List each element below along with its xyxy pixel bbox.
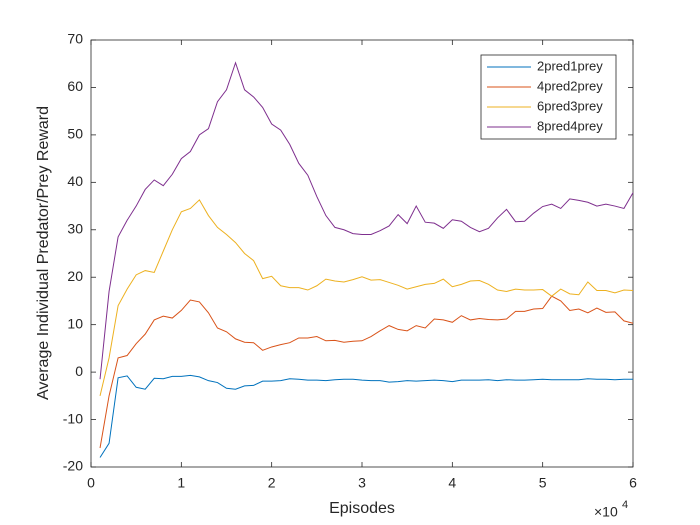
y-tick-label: 0 (75, 363, 83, 379)
x-exponent-power: 4 (622, 499, 628, 511)
x-exponent-base: ×10 (594, 504, 618, 520)
y-tick-label: 20 (67, 268, 83, 284)
y-tick-label: -20 (63, 458, 83, 474)
series-line (99, 374, 633, 458)
legend-box (480, 54, 617, 140)
x-tick-label: 0 (87, 475, 95, 491)
x-tick-label: 3 (358, 475, 366, 491)
x-tick-label: 2 (268, 475, 276, 491)
y-tick-label: 70 (67, 31, 83, 47)
x-tick-label: 4 (448, 475, 456, 491)
y-axis-label: Average Individual Predator/Prey Reward (35, 106, 52, 400)
x-tick-label: 6 (629, 475, 637, 491)
series-line (99, 295, 634, 449)
series-line (99, 199, 634, 396)
y-tick-label: 60 (67, 78, 83, 94)
legend-label: 8pred4prey (537, 118, 603, 133)
y-tick-label: -10 (63, 410, 83, 426)
legend-label: 2pred1prey (537, 58, 603, 73)
y-tick-label: 10 (67, 315, 83, 331)
y-tick-label: 30 (67, 220, 83, 236)
series-line (99, 61, 634, 380)
legend-label: 4pred2prey (537, 78, 603, 93)
x-axis-label: Episodes (329, 500, 395, 517)
x-tick-label: 1 (177, 475, 185, 491)
legend-label: 6pred3prey (537, 98, 603, 113)
y-tick-label: 40 (67, 173, 83, 189)
y-tick-label: 50 (67, 126, 83, 142)
x-tick-label: 5 (539, 475, 547, 491)
